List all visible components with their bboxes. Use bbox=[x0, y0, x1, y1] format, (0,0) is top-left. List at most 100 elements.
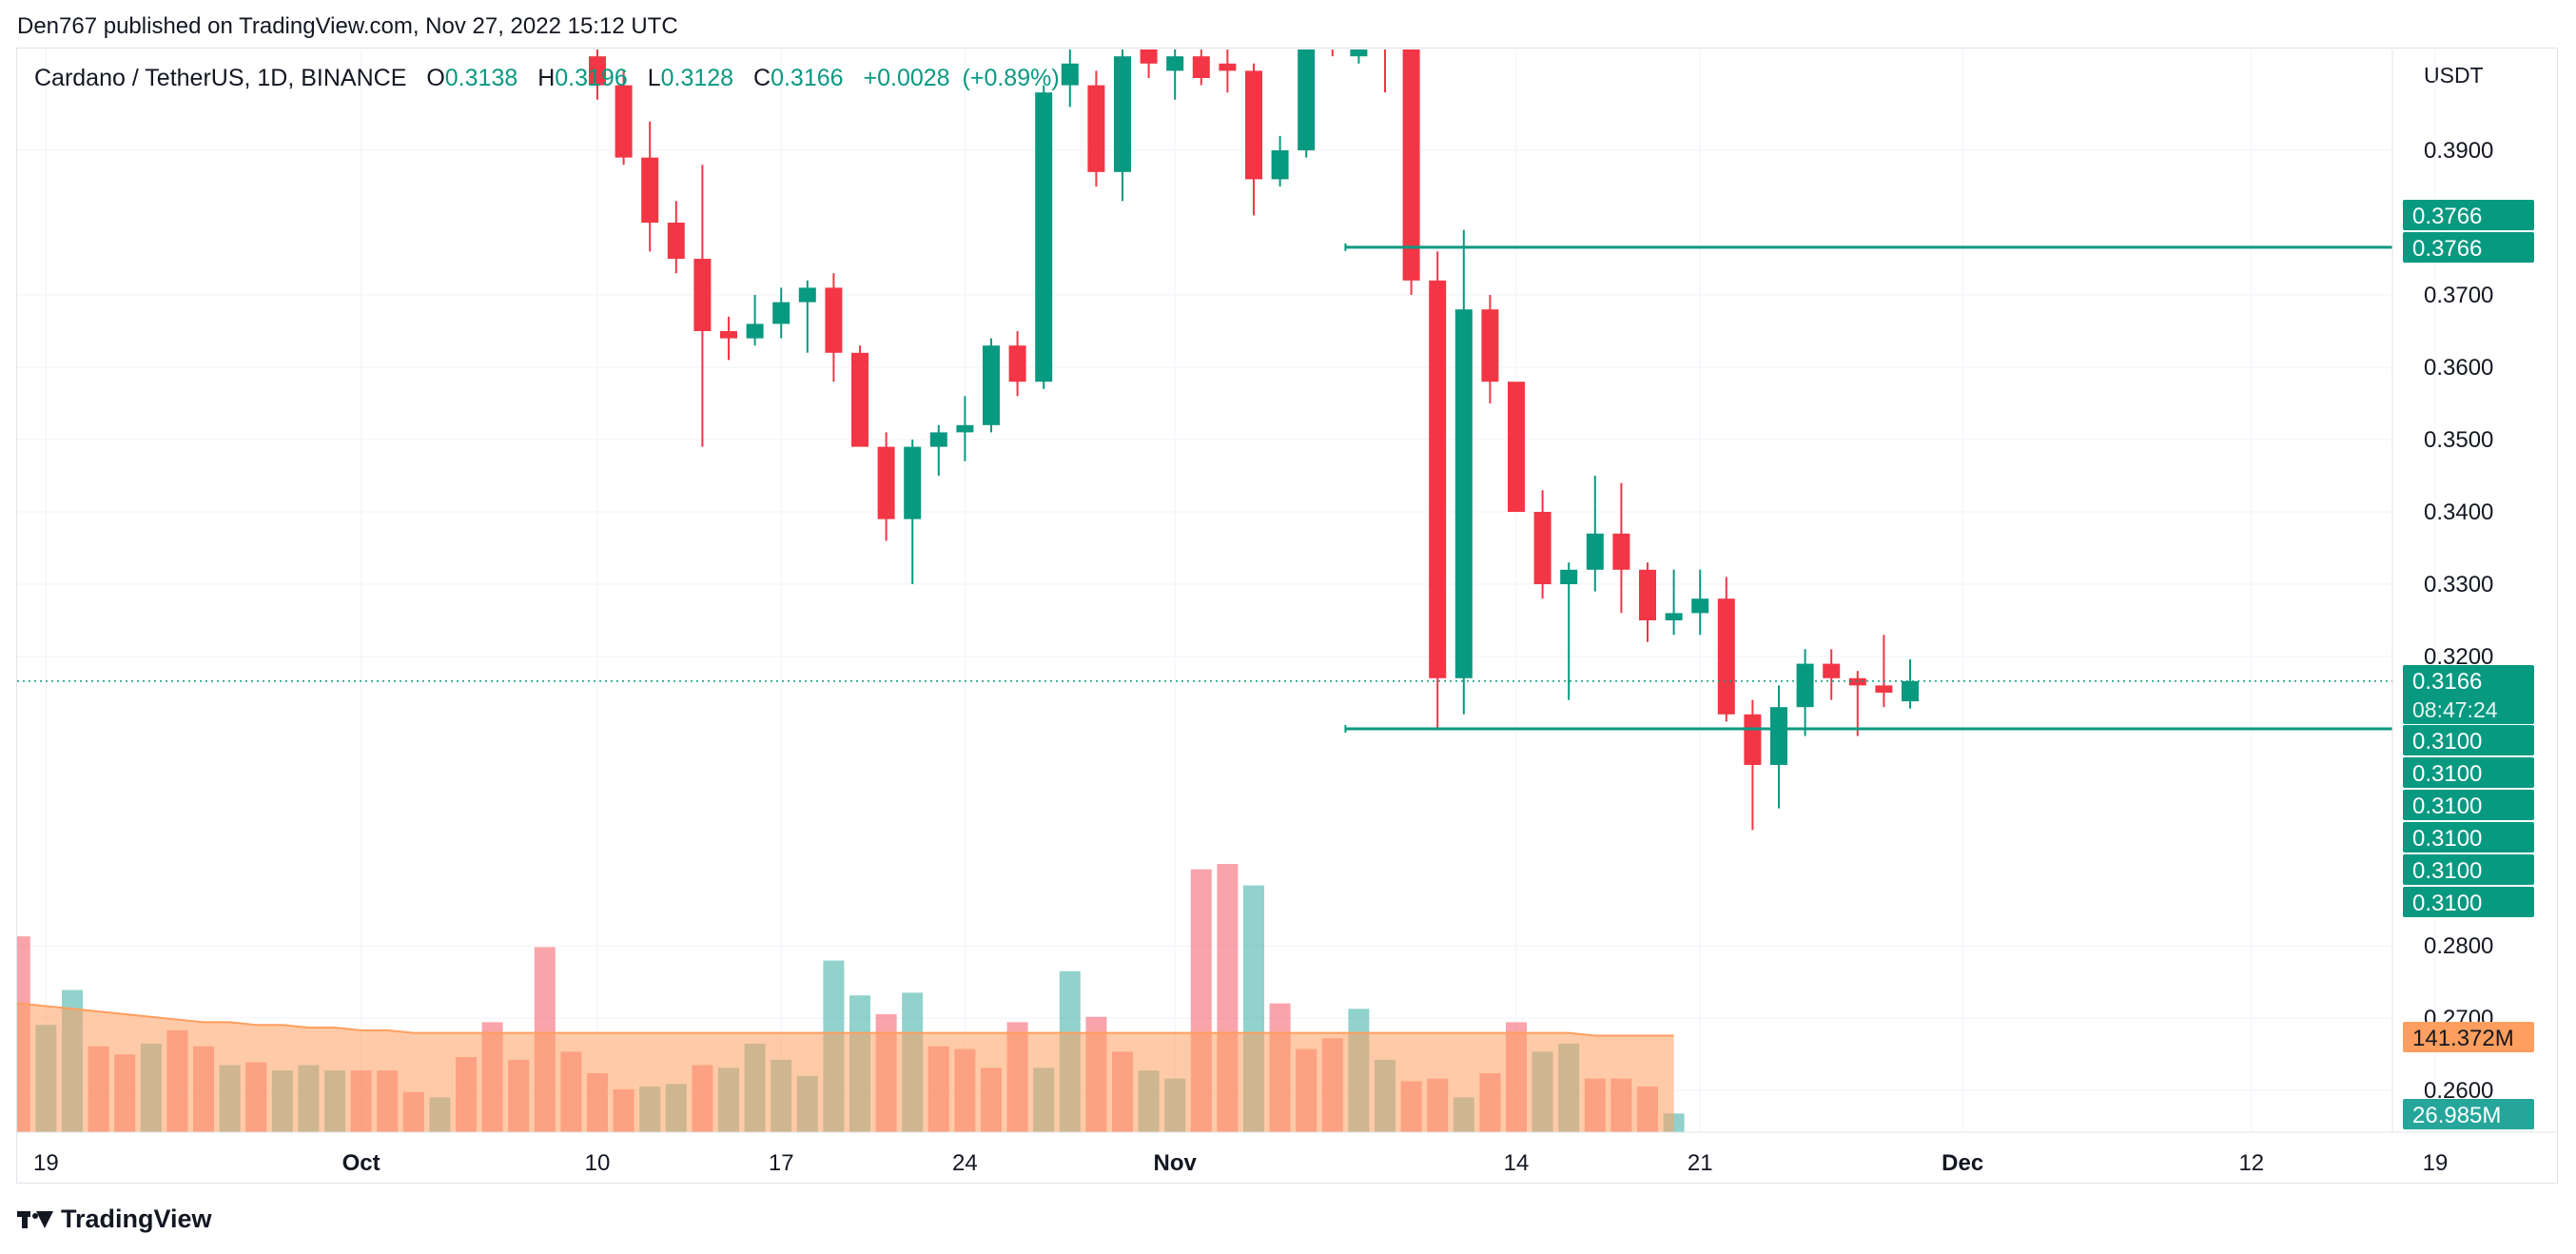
candle-body bbox=[667, 223, 685, 259]
change-value: +0.0028 bbox=[863, 65, 950, 91]
high-value: 0.3196 bbox=[555, 65, 628, 91]
countdown-label-text: 08:47:24 bbox=[2412, 697, 2498, 722]
price-axis-label: 141.372M bbox=[2403, 1022, 2534, 1052]
price-axis-label-bg bbox=[2403, 232, 2534, 263]
price-axis-label-text: 0.3100 bbox=[2412, 891, 2482, 916]
candle-body bbox=[1691, 598, 1709, 614]
price-axis-label: 0.3100 bbox=[2403, 790, 2534, 820]
time-tick-label: 14 bbox=[1504, 1150, 1530, 1176]
price-axis-label: 0.3100 bbox=[2403, 757, 2534, 788]
candle-body bbox=[746, 323, 764, 339]
candle-body bbox=[589, 56, 606, 86]
candle-body bbox=[1612, 533, 1630, 570]
candle-body bbox=[772, 302, 790, 324]
price-axis-label: 0.3100 bbox=[2403, 887, 2534, 917]
price-axis-label-text: 0.3100 bbox=[2412, 826, 2482, 852]
price-axis-label: 26.985M bbox=[2403, 1099, 2534, 1129]
candle-body bbox=[1533, 512, 1551, 584]
open-label: O bbox=[426, 65, 445, 91]
price-axis-label-text: 0.3100 bbox=[2412, 729, 2482, 754]
price-axis-label: 0.3100 bbox=[2403, 822, 2534, 852]
tradingview-logo-icon bbox=[17, 1209, 53, 1230]
candle-body bbox=[1114, 56, 1131, 172]
candle-body bbox=[1219, 63, 1237, 71]
price-axis-label-bg bbox=[2403, 1022, 2534, 1052]
candle-body bbox=[1823, 663, 1841, 678]
time-tick-label: 24 bbox=[952, 1150, 978, 1176]
candle-body bbox=[1481, 309, 1499, 382]
candle-body bbox=[1140, 49, 1158, 64]
time-tick-label: 17 bbox=[769, 1150, 794, 1176]
candle-body bbox=[1376, 42, 1394, 49]
grid-lines bbox=[17, 49, 2436, 1132]
plot-area bbox=[0, 42, 2392, 1132]
candle-body bbox=[1271, 150, 1289, 180]
symbol-name: Cardano / TetherUS, 1D, BINANCE bbox=[34, 65, 407, 91]
price-axis-label: 0.3100 bbox=[2403, 725, 2534, 755]
candle-body bbox=[615, 85, 633, 158]
low-label: L bbox=[647, 65, 661, 91]
price-axis-label-text: 0.3100 bbox=[2412, 761, 2482, 787]
volume-bar bbox=[0, 1057, 4, 1132]
candle-body bbox=[1770, 707, 1787, 765]
low-value: 0.3128 bbox=[660, 65, 734, 91]
price-axis-label-bg bbox=[2403, 725, 2534, 755]
price-axis-label-bg bbox=[2403, 1099, 2534, 1129]
price-axis-label: 0.3766 bbox=[2403, 200, 2534, 230]
price-axis-label-bg bbox=[2403, 887, 2534, 917]
time-tick-label: 12 bbox=[2238, 1150, 2264, 1176]
candle-body bbox=[798, 287, 816, 303]
candle-body bbox=[983, 345, 1000, 425]
price-axis-unit: USDT bbox=[2424, 63, 2484, 88]
price-axis-label-bg bbox=[2403, 200, 2534, 230]
high-label: H bbox=[537, 65, 556, 91]
candle-body bbox=[929, 432, 947, 447]
price-axis-label-text: 0.3766 bbox=[2412, 204, 2482, 229]
price-axis-label-text: 0.3166 bbox=[2412, 669, 2482, 695]
candle-body bbox=[825, 287, 843, 353]
time-tick-label: 19 bbox=[33, 1150, 59, 1176]
candle-body bbox=[1008, 345, 1026, 382]
candle-body bbox=[1744, 714, 1762, 765]
time-tick-label: Dec bbox=[1942, 1150, 1983, 1176]
footer-branding: TradingView bbox=[17, 1205, 212, 1234]
publish-header: Den767 published on TradingView.com, Nov… bbox=[17, 13, 678, 39]
candle-body bbox=[1166, 56, 1184, 71]
candle-body bbox=[693, 259, 712, 331]
symbol-legend: Cardano / TetherUS, 1D, BINANCE O0.3138 … bbox=[34, 65, 1060, 92]
price-axis-label-bg bbox=[2403, 757, 2534, 788]
candle-body bbox=[1402, 49, 1420, 281]
time-tick-label: 21 bbox=[1688, 1150, 1713, 1176]
candle-body bbox=[1454, 309, 1473, 678]
time-tick-label: 19 bbox=[2423, 1150, 2449, 1176]
price-tick-label: 0.2800 bbox=[2424, 933, 2493, 959]
chart-frame bbox=[16, 48, 2558, 1184]
candle-body bbox=[1192, 56, 1210, 78]
price-axis-label-text: 141.372M bbox=[2412, 1026, 2514, 1051]
price-tick-label: 0.3900 bbox=[2424, 138, 2493, 164]
volume-ma-area bbox=[17, 1003, 1674, 1132]
time-tick-label: 10 bbox=[585, 1150, 611, 1176]
candle-body bbox=[720, 331, 737, 339]
price-tick-label: 0.3700 bbox=[2424, 283, 2493, 308]
candle-body bbox=[1875, 685, 1893, 693]
candle-body bbox=[1902, 680, 1919, 702]
price-tick-label: 0.3400 bbox=[2424, 500, 2493, 525]
candle-body bbox=[1796, 663, 1814, 708]
price-axis-label-text: 0.3766 bbox=[2412, 236, 2482, 262]
change-percent: (+0.89%) bbox=[962, 65, 1060, 91]
candle-body bbox=[956, 424, 974, 433]
price-axis-label: 0.3766 bbox=[2403, 232, 2534, 263]
price-tick-label: 0.3300 bbox=[2424, 572, 2493, 598]
volume-ma-line bbox=[17, 1002, 1674, 1037]
candle-body bbox=[1350, 49, 1368, 57]
candle-body bbox=[1429, 280, 1447, 678]
candle-body bbox=[1324, 42, 1341, 49]
candle-body bbox=[1586, 533, 1604, 570]
price-axis-label-text: 0.3100 bbox=[2412, 858, 2482, 884]
price-tick-label: 0.3500 bbox=[2424, 427, 2493, 453]
candle-body bbox=[877, 446, 895, 519]
close-label: C bbox=[753, 65, 771, 91]
